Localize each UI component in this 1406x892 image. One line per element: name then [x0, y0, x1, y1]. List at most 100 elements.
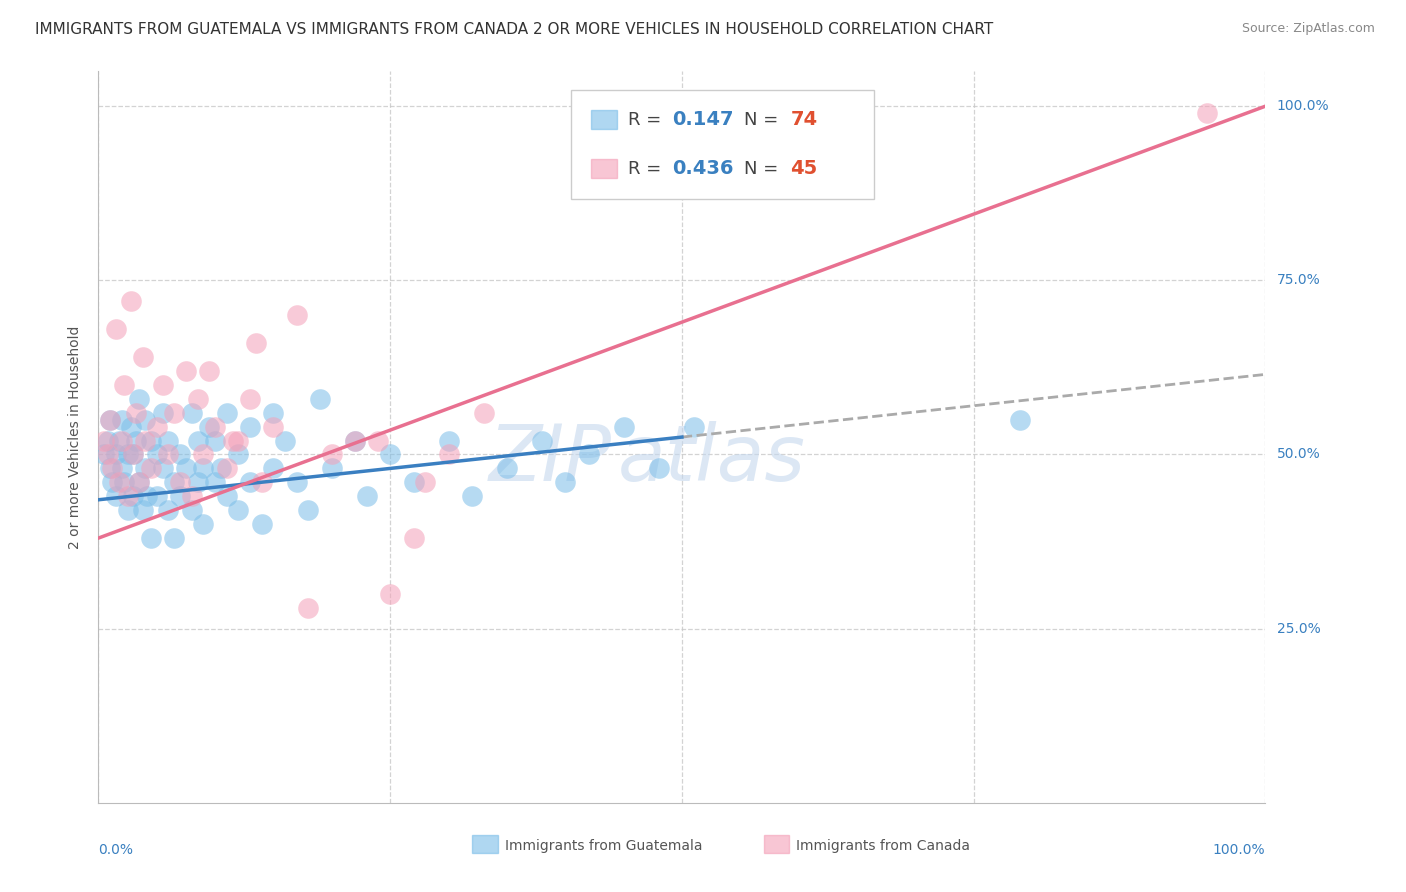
Text: 75.0%: 75.0% — [1277, 273, 1320, 287]
Point — [380, 448, 402, 462]
Point — [245, 336, 267, 351]
Point — [101, 461, 124, 475]
Text: 0.436: 0.436 — [672, 159, 734, 178]
Point — [221, 434, 243, 448]
Point — [139, 461, 162, 475]
Point — [122, 448, 145, 462]
Point — [209, 461, 232, 475]
Point — [239, 419, 262, 434]
Point — [104, 448, 127, 462]
Point — [228, 503, 250, 517]
Point — [136, 489, 159, 503]
Point — [152, 377, 174, 392]
Point — [125, 406, 148, 420]
Point — [285, 475, 308, 490]
Point — [132, 350, 155, 364]
Point — [146, 419, 169, 434]
Point — [111, 434, 134, 448]
Point — [120, 294, 142, 309]
Point — [134, 434, 156, 448]
Point — [1195, 106, 1218, 120]
Point — [239, 392, 262, 406]
Point — [157, 448, 180, 462]
Point — [250, 517, 273, 532]
Y-axis label: 2 or more Vehicles in Household: 2 or more Vehicles in Household — [69, 326, 83, 549]
Point — [146, 489, 169, 503]
Text: 74: 74 — [790, 110, 817, 129]
Point — [128, 475, 150, 490]
Point — [193, 448, 215, 462]
Text: 0.147: 0.147 — [672, 110, 734, 129]
Point — [93, 434, 115, 448]
Text: atlas: atlas — [617, 421, 806, 497]
Text: 100.0%: 100.0% — [1213, 843, 1265, 857]
Point — [117, 489, 139, 503]
Point — [250, 475, 273, 490]
Point — [297, 503, 319, 517]
Point — [128, 475, 150, 490]
Point — [174, 461, 197, 475]
Point — [1010, 412, 1032, 426]
Point — [97, 448, 120, 462]
Point — [274, 434, 297, 448]
Point — [239, 475, 262, 490]
Text: ZIP: ZIP — [489, 421, 612, 497]
Point — [461, 489, 484, 503]
Point — [104, 322, 127, 336]
Point — [174, 364, 197, 378]
Point — [367, 434, 389, 448]
Point — [152, 406, 174, 420]
Point — [139, 531, 162, 545]
Point — [472, 406, 495, 420]
Point — [496, 461, 519, 475]
Point — [97, 434, 120, 448]
Text: N =: N = — [744, 111, 778, 128]
Point — [122, 448, 145, 462]
Point — [437, 448, 460, 462]
Point — [93, 448, 115, 462]
Point — [682, 419, 704, 434]
Point — [163, 531, 186, 545]
Text: 0.0%: 0.0% — [98, 843, 134, 857]
Text: Immigrants from Canada: Immigrants from Canada — [796, 839, 970, 853]
Point — [402, 531, 425, 545]
Bar — [591, 110, 617, 129]
Point — [344, 434, 367, 448]
Point — [146, 448, 169, 462]
Point — [111, 412, 134, 426]
Text: 100.0%: 100.0% — [1277, 99, 1329, 113]
Point — [204, 475, 226, 490]
Point — [437, 434, 460, 448]
Point — [108, 434, 131, 448]
Point — [98, 461, 121, 475]
Text: R =: R = — [628, 160, 661, 178]
Point — [108, 475, 131, 490]
Point — [215, 406, 238, 420]
Point — [204, 419, 226, 434]
Point — [262, 461, 284, 475]
Point — [554, 475, 576, 490]
Point — [125, 434, 148, 448]
Point — [380, 587, 402, 601]
Point — [198, 419, 221, 434]
Point — [98, 412, 121, 426]
Point — [180, 503, 202, 517]
Point — [262, 406, 284, 420]
Point — [163, 475, 186, 490]
Point — [285, 308, 308, 322]
Point — [297, 600, 319, 615]
Point — [204, 434, 226, 448]
Point — [163, 406, 186, 420]
Point — [169, 475, 191, 490]
Point — [104, 489, 127, 503]
Point — [98, 412, 121, 426]
Bar — [763, 835, 789, 853]
Point — [647, 461, 669, 475]
Point — [134, 412, 156, 426]
Point — [321, 461, 343, 475]
Point — [187, 392, 209, 406]
Point — [193, 461, 215, 475]
Text: R =: R = — [628, 111, 661, 128]
Point — [309, 392, 332, 406]
Bar — [472, 835, 498, 853]
